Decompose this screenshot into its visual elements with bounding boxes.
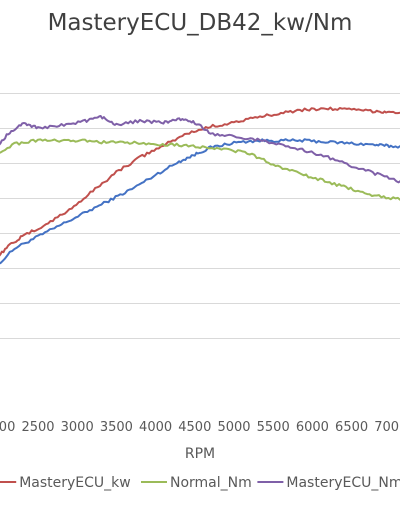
x-tick-label: 2500 (21, 420, 54, 435)
x-tick-label: 5500 (257, 420, 290, 435)
legend-label-masteryecu-kw: MasteryECU_kw (19, 475, 131, 491)
x-tick-label: 3000 (61, 420, 94, 435)
series-line-masteryecu-nm (0, 115, 400, 184)
x-tick-label: 7000 (374, 420, 400, 435)
series-line-masteryecu-kw (0, 106, 400, 257)
series-line-normal-nm (0, 138, 400, 201)
x-tick-label: 4500 (178, 420, 211, 435)
series-line-normal-kw (0, 138, 400, 265)
x-tick-label: 2000 (0, 420, 15, 435)
legend: Normal_kwMasteryECU_kwNormal_NmMasteryEC… (0, 475, 400, 491)
series-lines (0, 106, 400, 265)
x-tick-label: 6500 (335, 420, 368, 435)
x-tick-label: 4000 (139, 420, 172, 435)
x-tick-labels: 2000 2500 3000 3500 4000 4500 5000 5500 6000 6500… (0, 420, 400, 435)
legend-label-masteryecu-nm: MasteryECU_Nm (286, 475, 400, 491)
x-tick-label: 3500 (100, 420, 133, 435)
x-tick-label: 5000 (217, 420, 250, 435)
x-axis-title: RPM (185, 446, 215, 462)
chart-title: MasteryECU_DB42_kw/Nm (47, 10, 353, 36)
x-tick-label: 6000 (296, 420, 329, 435)
legend-label-normal-nm: Normal_Nm (170, 475, 252, 491)
grid-lines (0, 93, 400, 339)
